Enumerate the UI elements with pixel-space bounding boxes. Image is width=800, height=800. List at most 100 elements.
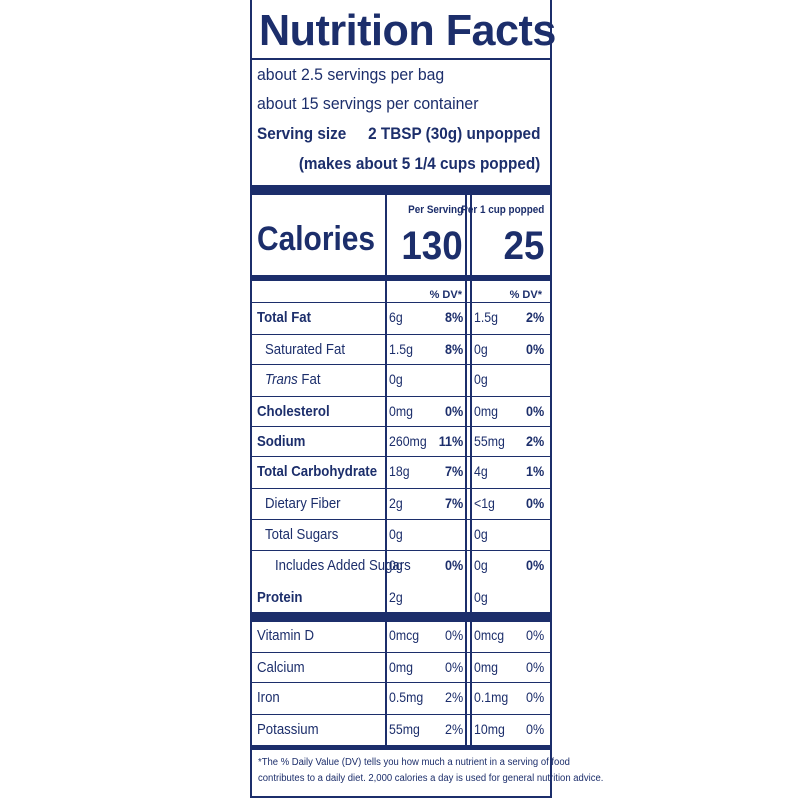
dv-per-serving: 0% (444, 403, 463, 419)
calories-per-serving: 130 (401, 224, 463, 268)
value-per-cup: 10mg (474, 721, 505, 737)
serving-size-note: (makes about 5 1/4 cups popped) (298, 154, 540, 173)
servings-per-bag: about 2.5 servings per bag (257, 65, 445, 84)
nutrient-name: Calcium (257, 659, 305, 676)
calories-label: Calories (257, 220, 376, 258)
nutrient-name-suffix: Fat (297, 371, 321, 388)
value-per-cup: 0g (474, 341, 488, 357)
dv-per-cup: 0% (525, 627, 544, 643)
nutrient-name: Total Fat (257, 309, 312, 326)
nutrient-name: Trans Fat (265, 372, 321, 387)
column-divider (385, 195, 387, 745)
value-per-serving: 18g (389, 463, 410, 479)
value-per-serving: 2g (389, 495, 403, 511)
dv-per-serving: 0% (444, 557, 463, 573)
footnote-line-1: *The % Daily Value (DV) tells you how mu… (258, 757, 570, 768)
nutrient-name: Total Carbohydrate (257, 463, 378, 480)
row-divider (252, 302, 550, 303)
row-divider (252, 620, 550, 621)
servings-per-container: about 15 servings per container (257, 94, 479, 113)
per-serving-header: Per Serving (407, 204, 463, 216)
value-per-cup: 0mg (474, 659, 498, 675)
value-per-cup: 0mcg (474, 627, 505, 643)
thick-divider (252, 612, 550, 622)
value-per-cup: 4g (474, 463, 488, 479)
serving-size-value: 2 TBSP (30g) unpopped (367, 124, 540, 143)
column-divider (465, 195, 467, 745)
dv-per-serving: 2% (444, 689, 463, 705)
calories-per-cup: 25 (503, 224, 544, 268)
dv-per-cup: 0% (525, 403, 544, 419)
dv-per-serving: 7% (444, 495, 463, 511)
nutrient-name: Cholesterol (257, 403, 330, 420)
nutrient-name-italic: Trans (265, 371, 298, 388)
value-per-serving: 260mg (389, 433, 427, 449)
dv-per-cup: 0% (525, 495, 544, 511)
value-per-cup: 0g (474, 589, 488, 605)
divider (252, 58, 550, 60)
row-divider (252, 426, 550, 427)
row-divider (252, 652, 550, 653)
row-divider (252, 714, 550, 715)
value-per-serving: 0g (389, 526, 403, 542)
dv-per-cup: 0% (525, 659, 544, 675)
footnote-line-2: contributes to a daily diet. 2,000 calor… (258, 773, 604, 784)
value-per-serving: 2g (389, 589, 403, 605)
thick-divider (252, 275, 550, 281)
value-per-cup: 0g (474, 371, 488, 387)
dv-header-col1: % DV* (429, 289, 462, 301)
per-cup-header: Per 1 cup popped (460, 204, 544, 216)
nutrient-name: Saturated Fat (265, 341, 345, 358)
column-divider (470, 195, 472, 745)
row-divider (252, 519, 550, 520)
row-divider (252, 396, 550, 397)
value-per-cup: 0g (474, 526, 488, 542)
dv-header-col2: % DV* (509, 289, 542, 301)
nutrient-name: Includes Added Sugars (275, 557, 411, 574)
dv-per-cup: 2% (525, 309, 544, 325)
label-title: Nutrition Facts (259, 6, 556, 55)
row-divider (252, 364, 550, 365)
dv-per-cup: 0% (525, 689, 544, 705)
value-per-cup: 55mg (474, 433, 505, 449)
row-divider (252, 550, 550, 551)
value-per-serving: 1.5g (389, 341, 413, 357)
nutrient-name: Protein (257, 589, 303, 606)
value-per-serving: 55mg (389, 721, 420, 737)
value-per-cup: 0mg (474, 403, 498, 419)
row-divider (252, 682, 550, 683)
thick-divider (252, 185, 550, 195)
value-per-serving: 0mcg (389, 627, 420, 643)
nutrient-name: Dietary Fiber (265, 495, 341, 512)
row-divider (252, 456, 550, 457)
dv-per-cup: 0% (525, 721, 544, 737)
value-per-serving: 0mg (389, 659, 413, 675)
dv-per-serving: 0% (444, 627, 463, 643)
row-divider (252, 334, 550, 335)
value-per-cup: 0g (474, 557, 488, 573)
dv-per-serving: 11% (438, 433, 463, 449)
value-per-serving: 0.5mg (389, 689, 424, 705)
nutrient-name: Iron (257, 689, 280, 706)
dv-per-cup: 0% (525, 557, 544, 573)
dv-per-cup: 2% (525, 433, 544, 449)
nutrient-name: Sodium (257, 433, 306, 450)
dv-per-serving: 8% (444, 309, 463, 325)
dv-per-serving: 8% (444, 341, 463, 357)
value-per-cup: 1.5g (474, 309, 498, 325)
serving-size-label: Serving size (257, 124, 347, 143)
dv-per-serving: 7% (444, 463, 463, 479)
value-per-serving: 0g (389, 557, 403, 573)
value-per-serving: 0mg (389, 403, 413, 419)
value-per-serving: 6g (389, 309, 403, 325)
value-per-cup: 0.1mg (474, 689, 509, 705)
value-per-serving: 0g (389, 371, 403, 387)
nutrient-name: Potassium (257, 721, 319, 738)
dv-per-cup: 0% (525, 341, 544, 357)
nutrient-name: Total Sugars (265, 526, 339, 543)
dv-per-cup: 1% (525, 463, 544, 479)
row-divider (252, 488, 550, 489)
dv-per-serving: 2% (444, 721, 463, 737)
dv-per-serving: 0% (444, 659, 463, 675)
thick-divider (252, 745, 550, 750)
